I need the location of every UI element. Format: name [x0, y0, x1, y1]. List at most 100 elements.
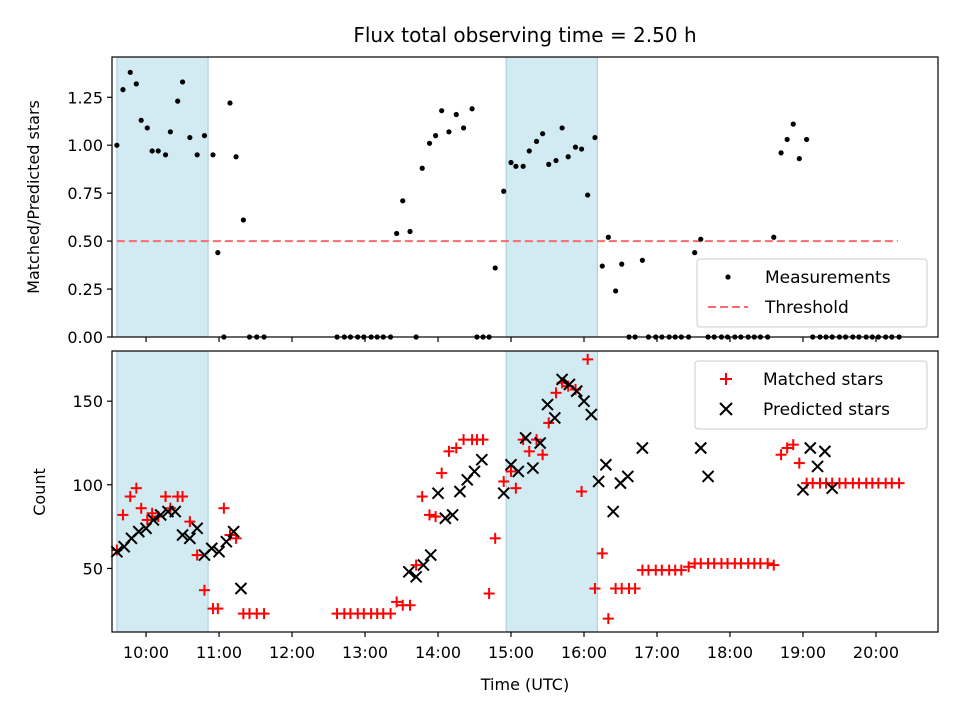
predicted-star-point — [409, 570, 423, 584]
x-tick-label: 10:00 — [123, 643, 169, 662]
measurement-point — [613, 288, 619, 294]
legend-predicted-label: Predicted stars — [763, 400, 890, 420]
y-tick-label: 100 — [72, 476, 103, 495]
measurement-point — [526, 148, 532, 154]
y-tick-label: 0.50 — [67, 232, 103, 251]
bottom-legend-box — [694, 360, 928, 430]
predicted-star-point — [439, 512, 452, 525]
matched-star-point — [893, 477, 905, 489]
predicted-star-point — [526, 461, 540, 475]
matched-star-point — [450, 442, 462, 454]
measurement-point — [559, 125, 565, 131]
measurement-point — [572, 144, 579, 150]
matched-star-point — [683, 561, 695, 573]
x-tick-label: 13:00 — [342, 643, 388, 662]
matched-star-point — [160, 491, 172, 503]
bottom-legend: Matched stars Predicted stars — [694, 360, 928, 430]
measurement-point — [446, 129, 452, 135]
legend-predicted-marker — [719, 402, 733, 416]
predicted-star-point — [468, 465, 481, 478]
measurement-point — [520, 163, 526, 169]
predicted-star-point — [606, 505, 620, 518]
predicted-star-point — [497, 486, 510, 500]
matched-star-point — [537, 449, 549, 461]
measurement-point — [233, 154, 239, 160]
measurement-point — [804, 136, 810, 143]
bottom-plot-area — [110, 353, 905, 625]
measurement-point — [179, 79, 186, 85]
measurement-point — [144, 125, 150, 131]
matched-star-point — [258, 608, 270, 620]
matched-star-point — [443, 445, 455, 457]
x-tick-label: 19:00 — [780, 643, 826, 662]
predicted-star-point — [205, 542, 218, 555]
top-x-ticks — [145, 337, 877, 342]
predicted-star-point — [402, 565, 416, 578]
matched-star-point — [550, 387, 562, 399]
predicted-star-point — [811, 460, 824, 473]
measurement-point — [120, 87, 126, 93]
measurement-point — [215, 250, 221, 256]
predicted-star-point — [796, 483, 810, 497]
measurement-point — [187, 134, 193, 141]
matched-star-point — [775, 449, 787, 461]
matched-star-point — [135, 502, 147, 514]
measurement-point — [138, 117, 144, 123]
bottom-shaded-intervals — [116, 350, 598, 633]
chart-title: Flux total observing time = 2.50 h — [353, 23, 696, 47]
predicted-star-point — [183, 532, 197, 545]
matched-star-point — [576, 486, 588, 497]
measurement-point — [692, 250, 698, 256]
top-legend: Measurements Threshold — [696, 258, 928, 328]
y-tick-label: 50 — [83, 559, 103, 578]
bottom-x-axis-label: Time (UTC) — [480, 675, 569, 694]
predicted-star-point — [212, 545, 226, 558]
predicted-star-point — [110, 545, 124, 558]
measurement-point — [201, 133, 208, 139]
predicted-star-point — [636, 441, 649, 455]
shaded-interval — [505, 56, 598, 338]
matched-star-point — [124, 491, 136, 503]
predicted-star-point — [592, 475, 605, 488]
measurement-point — [585, 192, 591, 198]
predicted-star-point — [555, 373, 569, 386]
measurement-point — [426, 140, 433, 146]
matched-star-point — [762, 557, 774, 569]
measurement-point — [639, 257, 645, 263]
legend-threshold-label: Threshold — [764, 298, 849, 318]
y-tick-label: 1.00 — [67, 136, 103, 155]
measurement-point — [240, 217, 246, 223]
matched-star-point — [117, 509, 129, 521]
predicted-star-point — [570, 384, 583, 398]
predicted-star-point — [227, 525, 240, 538]
bottom-x-ticks: 10:00 11:00 12:00 13:00 14:00 15:00 16:00 17:00… — [123, 632, 899, 662]
matched-star-point — [768, 559, 780, 571]
measurement-point — [194, 152, 200, 158]
matched-star-point — [198, 584, 210, 596]
measurement-point — [439, 108, 445, 114]
x-tick-label: 18:00 — [707, 643, 753, 662]
measurement-point — [513, 163, 519, 169]
matched-star-point — [404, 599, 416, 611]
matched-star-point — [416, 491, 428, 503]
matched-star-point — [410, 559, 422, 571]
measurement-point — [619, 261, 625, 267]
measurement-point — [400, 198, 406, 204]
matched-star-point — [184, 516, 196, 528]
measurement-point — [508, 159, 514, 166]
matched-star-point — [436, 467, 448, 479]
predicted-star-point — [621, 470, 635, 483]
matched-star-point — [483, 588, 495, 600]
matched-star-point — [130, 482, 142, 494]
x-tick-label: 12:00 — [269, 643, 315, 662]
predicted-star-point — [533, 436, 547, 450]
measurement-point — [114, 142, 120, 148]
top-legend-box — [696, 258, 928, 328]
matched-star-point — [629, 583, 641, 595]
measurement-point — [698, 236, 704, 242]
predicted-star-point — [541, 398, 554, 411]
matched-star-point — [424, 509, 436, 521]
measurement-point — [460, 125, 467, 131]
y-tick-label: 1.25 — [67, 88, 103, 107]
